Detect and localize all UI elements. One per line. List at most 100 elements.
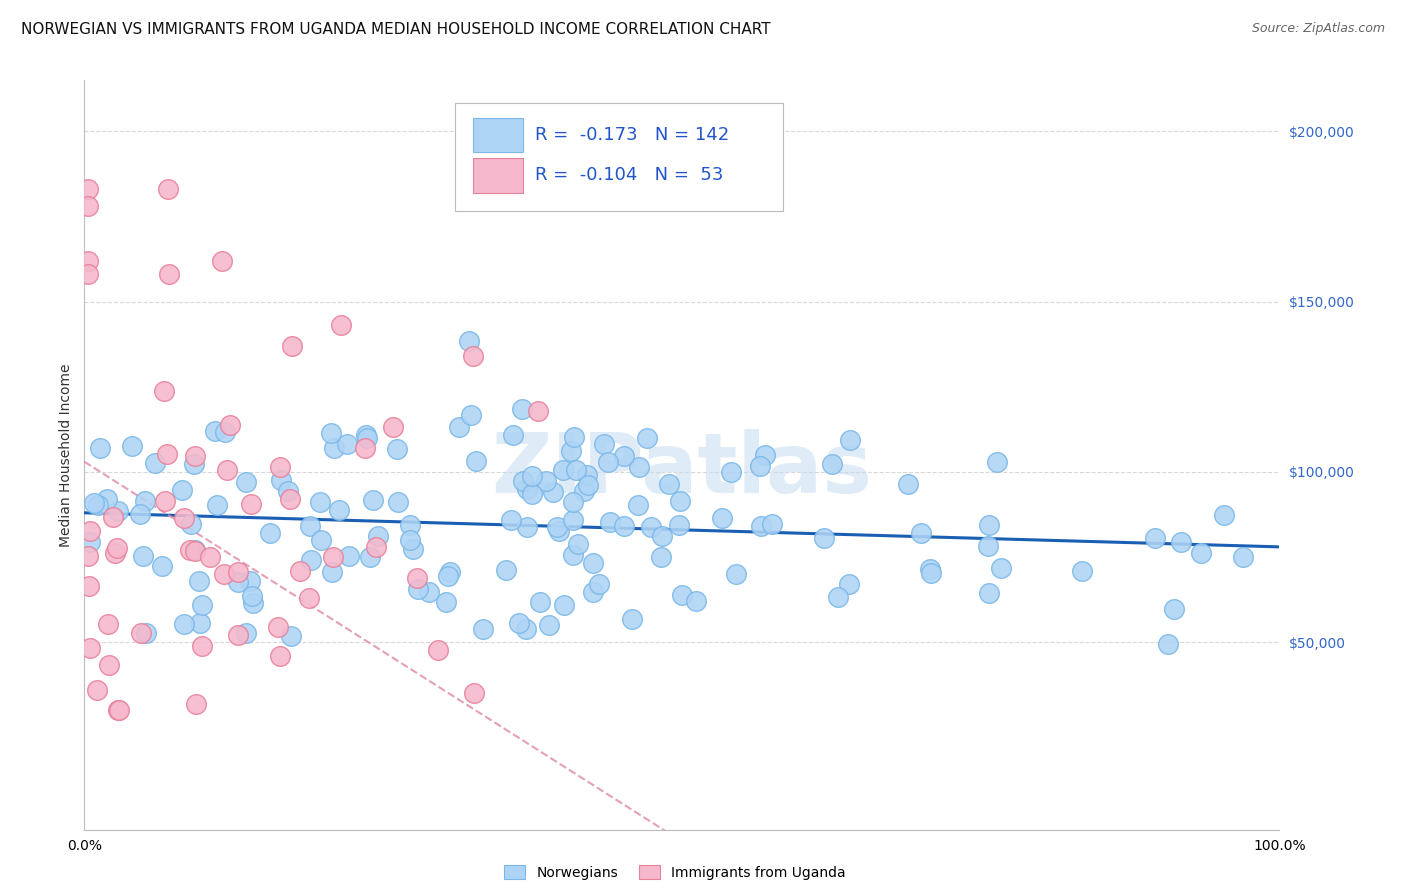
Point: [599, 516, 621, 530]
Point: [77, 579, 100, 593]
Point: [457, 334, 479, 349]
Point: [754, 448, 776, 462]
Point: [387, 495, 409, 509]
Point: [401, 542, 423, 557]
Point: [725, 566, 748, 581]
Point: [183, 449, 205, 463]
Point: [1157, 637, 1180, 651]
Point: [596, 455, 619, 469]
Point: [910, 525, 932, 540]
Point: [515, 623, 537, 637]
Point: [761, 516, 783, 531]
Point: [356, 431, 378, 445]
Point: [562, 548, 585, 562]
Text: R =  -0.173   N = 142: R = -0.173 N = 142: [534, 126, 730, 144]
Point: [472, 623, 495, 637]
Point: [565, 463, 588, 477]
Point: [897, 477, 920, 491]
Point: [578, 477, 600, 491]
Point: [651, 529, 673, 543]
Point: [749, 458, 772, 473]
Point: [553, 598, 575, 612]
Point: [364, 540, 387, 554]
Point: [277, 484, 299, 499]
Point: [920, 566, 942, 580]
Point: [463, 685, 485, 699]
Point: [191, 599, 214, 613]
Point: [107, 504, 129, 518]
Point: [385, 442, 408, 457]
Point: [581, 585, 603, 599]
Point: [553, 462, 575, 476]
Point: [977, 517, 1000, 532]
Point: [640, 519, 662, 533]
Point: [508, 615, 530, 630]
Point: [184, 543, 207, 558]
Point: [97, 617, 120, 632]
Point: [298, 519, 321, 533]
Point: [627, 459, 650, 474]
Point: [359, 549, 381, 564]
Point: [77, 549, 100, 564]
Point: [562, 495, 585, 509]
Point: [188, 616, 211, 631]
FancyBboxPatch shape: [472, 158, 523, 193]
Point: [228, 628, 250, 642]
Point: [87, 498, 110, 512]
Point: [129, 508, 152, 522]
Point: [98, 658, 121, 673]
Point: [986, 455, 1008, 469]
Point: [89, 442, 111, 456]
Point: [658, 477, 681, 491]
Point: [461, 349, 484, 363]
Point: [548, 524, 571, 538]
Point: [205, 499, 228, 513]
Point: [328, 503, 350, 517]
Point: [439, 565, 461, 579]
Point: [186, 697, 208, 711]
Point: [77, 182, 100, 196]
Point: [749, 519, 772, 533]
Point: [311, 533, 333, 547]
Point: [1232, 550, 1254, 565]
Point: [382, 419, 405, 434]
Point: [83, 496, 105, 510]
Point: [353, 442, 375, 456]
Point: [720, 465, 742, 479]
Point: [77, 199, 100, 213]
Text: R =  -0.104   N =  53: R = -0.104 N = 53: [534, 167, 723, 185]
Point: [613, 518, 636, 533]
Point: [399, 533, 422, 547]
Point: [143, 456, 166, 470]
Text: NORWEGIAN VS IMMIGRANTS FROM UGANDA MEDIAN HOUSEHOLD INCOME CORRELATION CHART: NORWEGIAN VS IMMIGRANTS FROM UGANDA MEDI…: [21, 22, 770, 37]
Text: ZIPatlas: ZIPatlas: [492, 429, 872, 510]
Point: [105, 541, 128, 555]
Point: [399, 518, 422, 533]
Point: [179, 543, 201, 558]
Point: [562, 430, 585, 444]
Point: [920, 561, 942, 575]
Point: [269, 459, 291, 474]
Point: [367, 528, 389, 542]
Point: [669, 493, 692, 508]
Point: [240, 589, 263, 603]
Point: [405, 571, 427, 585]
Point: [226, 565, 249, 579]
Point: [588, 576, 610, 591]
Legend: Norwegians, Immigrants from Uganda: Norwegians, Immigrants from Uganda: [499, 859, 851, 885]
Point: [240, 497, 263, 511]
Point: [129, 626, 152, 640]
FancyBboxPatch shape: [472, 118, 523, 153]
Point: [259, 525, 281, 540]
Point: [107, 703, 129, 717]
Point: [309, 495, 332, 509]
Point: [211, 253, 233, 268]
Point: [827, 591, 849, 605]
Point: [135, 625, 157, 640]
Point: [711, 511, 734, 525]
Point: [361, 493, 384, 508]
Point: [190, 639, 212, 653]
Point: [290, 564, 312, 578]
Point: [636, 431, 658, 445]
Point: [427, 643, 450, 657]
